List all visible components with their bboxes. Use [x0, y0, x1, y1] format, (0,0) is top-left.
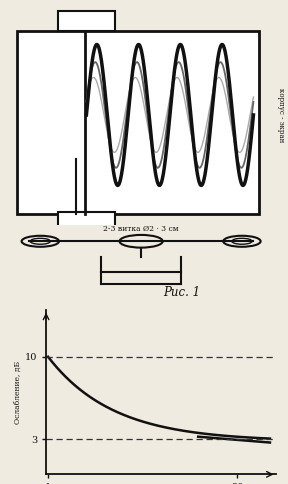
Text: Рис. 1: Рис. 1: [163, 286, 200, 299]
Bar: [58, 212, 115, 232]
Bar: [17, 31, 259, 214]
Text: корпус - экран: корпус - экран: [277, 88, 285, 142]
Text: 2-3 витка Ø2 · 3 см: 2-3 витка Ø2 · 3 см: [103, 225, 179, 233]
Bar: [58, 12, 115, 31]
Y-axis label: Ослабление, дБ: Ослабление, дБ: [14, 361, 22, 424]
